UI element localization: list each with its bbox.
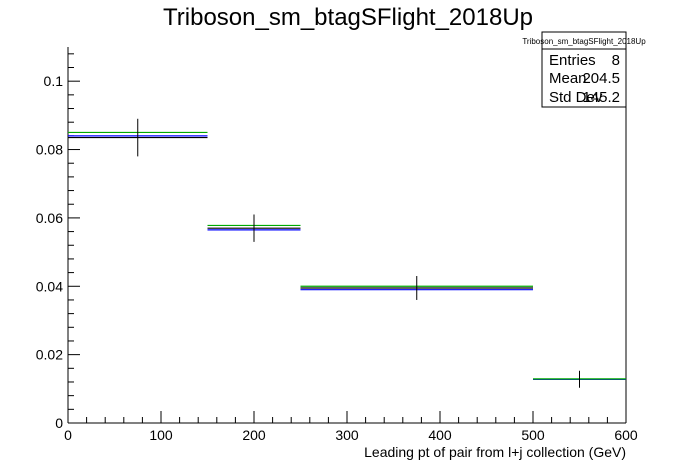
- x-tick-label: 100: [149, 427, 173, 443]
- y-tick-label: 0: [55, 415, 63, 431]
- x-tick-label: 400: [428, 427, 452, 443]
- x-tick-label: 0: [64, 427, 72, 443]
- y-tick-label: 0.06: [36, 210, 63, 226]
- x-axis-title: Leading pt of pair from l+j collection (…: [364, 444, 626, 460]
- y-tick-label: 0.02: [36, 347, 63, 363]
- stats-title: Triboson_sm_btagSFlight_2018Up: [522, 37, 646, 46]
- y-tick-label: 0.08: [36, 142, 63, 158]
- x-tick-label: 200: [242, 427, 266, 443]
- stats-box: Triboson_sm_btagSFlight_2018Up Entries 8…: [522, 31, 646, 108]
- stats-mean-value: 204.5: [582, 70, 620, 87]
- y-tick-label: 0.04: [36, 278, 63, 294]
- stats-entries-value: 8: [612, 52, 620, 69]
- stats-entries-label: Entries: [549, 52, 596, 69]
- chart-title: Triboson_sm_btagSFlight_2018Up: [163, 4, 533, 31]
- x-tick-label: 500: [521, 427, 545, 443]
- stats-std-value: 145.2: [582, 89, 620, 106]
- x-tick-label: 300: [335, 427, 359, 443]
- stats-std-label: Std Dev: [549, 89, 603, 106]
- y-tick-label: 0.1: [44, 73, 64, 89]
- x-tick-label: 600: [614, 427, 638, 443]
- stats-mean-label: Mean: [549, 70, 587, 87]
